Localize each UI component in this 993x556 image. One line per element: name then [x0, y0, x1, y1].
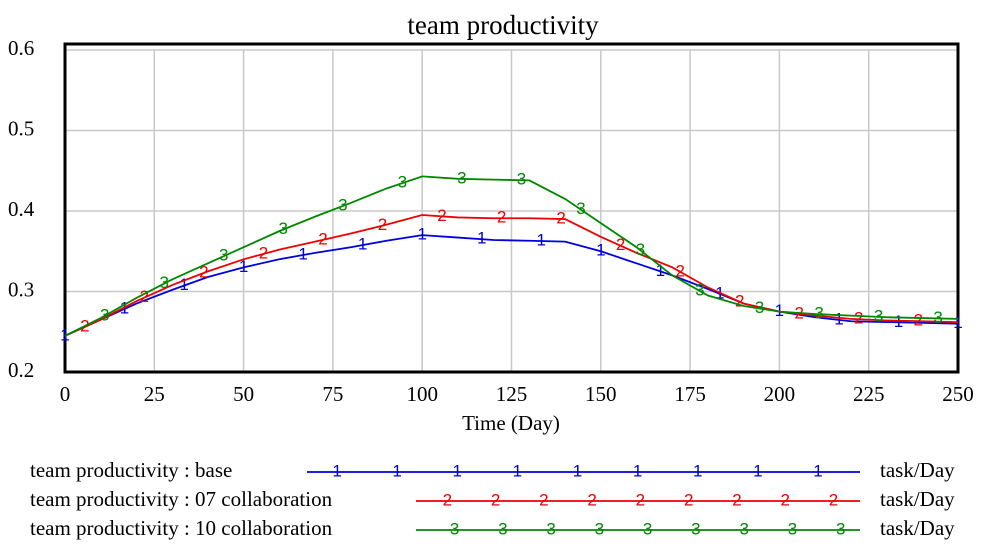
legend-label: team productivity : 10 collaboration	[30, 516, 333, 540]
series-marker: 3	[398, 173, 407, 192]
series-marker: 1	[953, 313, 962, 332]
series-marker: 3	[933, 308, 942, 327]
series-line	[64, 234, 959, 337]
series-marker: 1	[834, 309, 843, 328]
series-marker: 1	[596, 241, 605, 260]
legend-marker: 3	[498, 519, 507, 538]
series-marker: 2	[140, 287, 149, 306]
series-marker: 2	[914, 311, 923, 330]
legend-unit: task/Day	[880, 458, 955, 482]
series-marker: 3	[755, 298, 764, 317]
series-marker: 3	[874, 306, 883, 325]
legend-marker: 2	[732, 490, 741, 509]
series-marker: 2	[378, 215, 387, 234]
series-marker: 1	[775, 301, 784, 320]
series-marker: 1	[358, 235, 367, 254]
legend-marker: 3	[450, 519, 459, 538]
legend-marker: 1	[693, 461, 702, 480]
legend-marker: 3	[836, 519, 845, 538]
y-tick-label: 0.5	[8, 116, 34, 140]
y-tick-label: 0.4	[8, 197, 35, 221]
legend-marker: 3	[739, 519, 748, 538]
series-marker: 3	[457, 168, 466, 187]
series-marker: 3	[338, 195, 347, 214]
legend-label: team productivity : base	[30, 458, 232, 482]
series-marker: 2	[437, 206, 446, 225]
legend-marker: 2	[539, 490, 548, 509]
series-marker: 2	[199, 262, 208, 281]
legend-marker: 1	[453, 461, 462, 480]
series-marker: 2	[675, 261, 684, 280]
series-marker: 2	[735, 291, 744, 310]
series-marker: 3	[159, 273, 168, 292]
series-marker: 1	[656, 261, 665, 280]
legend-marker: 1	[392, 461, 401, 480]
legend-marker: 1	[753, 461, 762, 480]
series-line	[64, 175, 959, 337]
legend-marker: 2	[780, 490, 789, 509]
series-marker: 2	[497, 208, 506, 227]
legend-marker: 3	[546, 519, 555, 538]
x-tick-label: 25	[144, 382, 165, 406]
series-marker: 3	[636, 240, 645, 259]
series-line	[64, 214, 959, 337]
x-tick-label: 225	[853, 382, 885, 406]
series-marker: 1	[239, 257, 248, 276]
series-marker: 1	[417, 225, 426, 244]
legend-marker: 2	[443, 490, 452, 509]
series-marker: 3	[695, 281, 704, 300]
x-tick-label: 50	[233, 382, 254, 406]
x-tick-label: 200	[764, 382, 796, 406]
legend-marker: 1	[332, 461, 341, 480]
y-tick-label: 0.2	[8, 358, 34, 382]
legend-unit: task/Day	[880, 487, 955, 511]
y-tick-label: 0.6	[8, 36, 34, 60]
legend-marker: 3	[643, 519, 652, 538]
x-tick-label: 100	[406, 382, 438, 406]
series-marker: 2	[616, 235, 625, 254]
series-marker: 1	[60, 325, 69, 344]
series-marker: 2	[259, 243, 268, 262]
legend-marker: 2	[587, 490, 596, 509]
series-marker: 3	[517, 170, 526, 189]
legend-marker: 2	[491, 490, 500, 509]
x-tick-label: 250	[942, 382, 974, 406]
y-tick-label: 0.3	[8, 277, 34, 301]
legend-marker: 3	[788, 519, 797, 538]
series-marker: 3	[279, 219, 288, 238]
x-tick-label: 125	[496, 382, 528, 406]
plot-frame	[63, 42, 960, 374]
legend-marker: 2	[684, 490, 693, 509]
legend-marker: 1	[633, 461, 642, 480]
series-marker: 1	[477, 229, 486, 248]
legend-marker: 3	[595, 519, 604, 538]
series-marker: 2	[556, 208, 565, 227]
legend-marker: 1	[573, 461, 582, 480]
legend-marker: 2	[636, 490, 645, 509]
legend-marker: 1	[513, 461, 522, 480]
series-marker: 1	[179, 275, 188, 294]
legend-marker: 2	[829, 490, 838, 509]
chart-title: team productivity	[407, 10, 599, 40]
x-tick-label: 0	[60, 382, 71, 406]
series-marker: 1	[298, 244, 307, 263]
legend-marker: 3	[691, 519, 700, 538]
series-marker: 1	[537, 231, 546, 250]
series-marker: 3	[814, 304, 823, 323]
legend-label: team productivity : 07 collaboration	[30, 487, 333, 511]
legend-unit: task/Day	[880, 516, 955, 540]
x-tick-label: 150	[585, 382, 617, 406]
legend-marker: 1	[813, 461, 822, 480]
series-marker: 3	[100, 305, 109, 324]
series-marker: 3	[576, 199, 585, 218]
series-marker: 2	[854, 309, 863, 328]
x-tick-label: 175	[674, 382, 706, 406]
series-marker: 3	[219, 246, 228, 265]
x-axis-label: Time (Day)	[462, 411, 560, 435]
x-tick-label: 75	[322, 382, 343, 406]
series-marker: 2	[318, 229, 327, 248]
